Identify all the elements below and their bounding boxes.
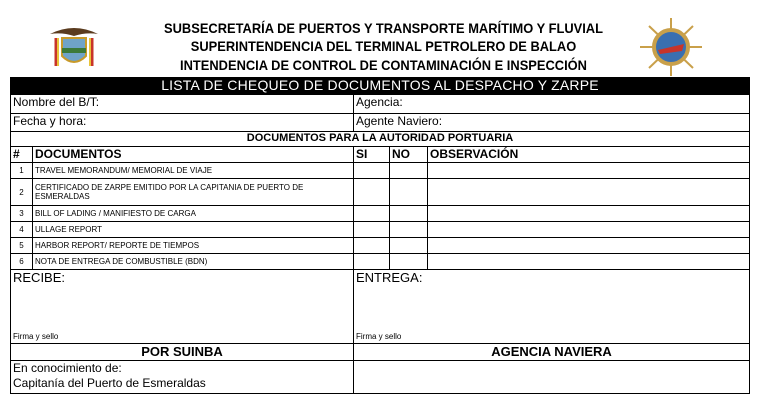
ship-wheel-logo [640,18,702,76]
entrega-box[interactable]: ENTREGA: Firma y sello [353,269,750,344]
observacion-field[interactable] [427,205,750,222]
recibe-label: RECIBE: [13,270,66,285]
document-name: BILL OF LADING / MANIFIESTO DE CARGA [35,209,196,218]
conocimiento-right[interactable] [353,360,750,394]
nombre-field[interactable]: Nombre del B/T: [10,94,354,114]
firma-left: Firma y sello [13,332,59,341]
row-number: 1 [10,162,33,179]
si-checkbox[interactable] [353,205,390,222]
document-name: NOTA DE ENTREGA DE COMBUSTIBLE (BDN) [35,257,208,266]
recibe-box[interactable]: RECIBE: Firma y sello [10,269,354,344]
document-name: HARBOR REPORT/ REPORTE DE TIEMPOS [35,241,200,250]
form-title: LISTA DE CHEQUEO DE DOCUMENTOS AL DESPAC… [10,77,750,94]
document-name: TRAVEL MEMORANDUM/ MEMORIAL DE VIAJE [35,166,213,175]
document-name: ULLAGE REPORT [35,225,102,234]
row-number: 3 [10,205,33,222]
col-no: NO [389,146,428,163]
agente-field[interactable]: Agente Naviero: [353,113,750,132]
col-obs: OBSERVACIÓN [427,146,750,163]
si-checkbox[interactable] [353,162,390,179]
row-number: 4 [10,221,33,238]
document-name: CERTIFICADO DE ZARPE EMITIDO POR LA CAPI… [35,183,304,192]
coat-of-arms-logo [46,24,102,70]
row-document: NOTA DE ENTREGA DE COMBUSTIBLE (BDN) [32,253,354,270]
header-line-1: SUBSECRETARÍA DE PUERTOS Y TRANSPORTE MA… [164,20,603,36]
col-doc: DOCUMENTOS [32,146,354,163]
section-title: DOCUMENTOS PARA LA AUTORIDAD PORTUARIA [10,131,750,147]
no-checkbox[interactable] [389,205,428,222]
entrega-label: ENTREGA: [356,270,423,285]
no-checkbox[interactable] [389,162,428,179]
si-checkbox[interactable] [353,221,390,238]
row-document: HARBOR REPORT/ REPORTE DE TIEMPOS [32,237,354,254]
col-si: SI [353,146,390,163]
si-checkbox[interactable] [353,253,390,270]
firma-right: Firma y sello [356,332,402,341]
conocimiento-line-2: Capitanía del Puerto de Esmeraldas [13,376,206,390]
row-document: TRAVEL MEMORANDUM/ MEMORIAL DE VIAJE [32,162,354,179]
row-number: 6 [10,253,33,270]
observacion-field[interactable] [427,237,750,254]
row-document: BILL OF LADING / MANIFIESTO DE CARGA [32,205,354,222]
header-line-2: SUPERINTENDENCIA DEL TERMINAL PETROLERO … [190,38,577,54]
por-suinba: POR SUINBA [10,343,354,361]
no-checkbox[interactable] [389,253,428,270]
header-line-3: INTENDENCIA DE CONTROL DE CONTAMINACIÓN … [180,57,587,73]
row-document: ULLAGE REPORT [32,221,354,238]
si-checkbox[interactable] [353,237,390,254]
agencia-naviera: AGENCIA NAVIERA [353,343,750,361]
fecha-field[interactable]: Fecha y hora: [10,113,354,132]
row-document: CERTIFICADO DE ZARPE EMITIDO POR LA CAPI… [32,178,354,206]
agencia-field[interactable]: Agencia: [353,94,750,114]
observacion-field[interactable] [427,162,750,179]
observacion-field[interactable] [427,178,750,206]
observacion-field[interactable] [427,253,750,270]
no-checkbox[interactable] [389,178,428,206]
conocimiento-line-1: En conocimiento de: [13,361,122,375]
no-checkbox[interactable] [389,221,428,238]
col-num: # [10,146,33,163]
si-checkbox[interactable] [353,178,390,206]
row-number: 5 [10,237,33,254]
document-name-cont: ESMERALDAS [35,192,90,201]
conocimiento-box: En conocimiento de: Capitanía del Puerto … [10,360,354,394]
row-number: 2 [10,178,33,206]
no-checkbox[interactable] [389,237,428,254]
observacion-field[interactable] [427,221,750,238]
